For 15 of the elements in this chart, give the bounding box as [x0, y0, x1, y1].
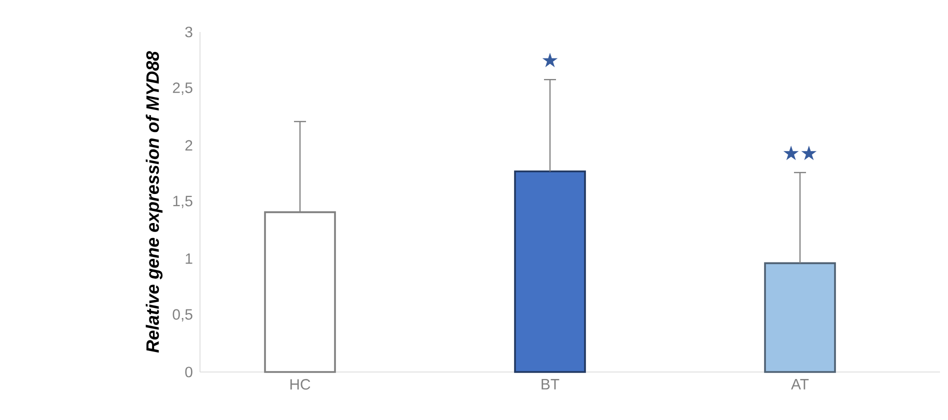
y-tick-label: 3: [185, 26, 192, 38]
x-tick-label: AT: [791, 379, 809, 390]
y-tick-label: 1,5: [173, 196, 192, 208]
x-tick-label: BT: [542, 379, 560, 390]
y-tick-label: 0: [185, 366, 192, 378]
y-tick-label: 2,5: [172, 82, 192, 95]
bar: [764, 262, 836, 373]
annotation: ★: [542, 52, 558, 68]
y-tick-label: 0,5: [172, 309, 192, 322]
y-axis-title: Relative gene expression of MYD88: [146, 51, 163, 353]
y-tick-label: 2: [185, 140, 192, 151]
bar: [514, 170, 586, 373]
x-tick-label: HC: [290, 379, 310, 390]
annotation: ★★: [783, 146, 817, 160]
y-tick-label: 1: [186, 254, 192, 264]
